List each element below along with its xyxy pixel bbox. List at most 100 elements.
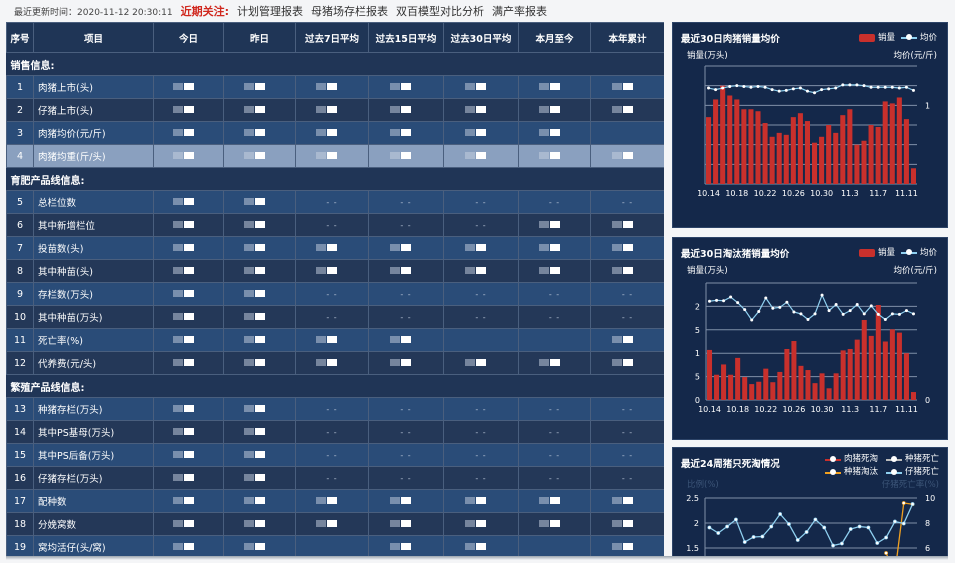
value-text: - - <box>548 427 561 437</box>
table-row[interactable]: 4 肉猪均重(斤/头) <box>6 144 664 168</box>
masked-value <box>183 312 194 320</box>
masked-value <box>622 82 633 90</box>
masked-value <box>254 151 265 159</box>
value-text: - - <box>548 473 561 483</box>
table-row[interactable]: 14 其中PS基母(万头) - - - - - - - - - - <box>6 420 664 444</box>
table-row[interactable]: 17 配种数 <box>6 489 664 513</box>
masked-value <box>476 542 486 550</box>
table-row[interactable]: 16 仔猪存栏(万头) - - - - - - - - - - <box>6 466 664 490</box>
table-row[interactable]: 18 分娩窝数 <box>6 512 664 536</box>
table-row[interactable]: 7 投苗数(头) <box>6 236 664 260</box>
table-row[interactable]: 8 其中种苗(头) <box>6 259 664 283</box>
row-item: 其中新增栏位 <box>33 213 154 237</box>
legend-line[interactable]: 均价 <box>900 246 937 258</box>
value-cell <box>368 259 444 283</box>
legend-bar[interactable]: 销量 <box>858 31 895 43</box>
value-cell: - - <box>295 190 369 214</box>
value-cell <box>153 489 224 513</box>
table-row[interactable]: 15 其中PS后备(万头) - - - - - - - - - - <box>6 443 664 467</box>
y-axis-title: 销量(万头) <box>687 266 728 276</box>
legend-item[interactable]: 仔猪死亡 <box>885 467 939 478</box>
table-row[interactable]: 19 窝均活仔(头/窝) <box>6 535 664 558</box>
value-cell <box>368 236 444 260</box>
legend-item[interactable]: 种猪死亡 <box>885 454 939 465</box>
table-row[interactable]: 2 仔猪上市(头) <box>6 98 664 122</box>
table-row[interactable]: 1 肉猪上市(头) <box>6 75 664 99</box>
masked-value <box>622 220 633 228</box>
chart-legend[interactable]: 肉猪死淘 种猪死亡 种猪淘汰 仔猪死亡 <box>824 454 939 478</box>
bar <box>735 357 741 400</box>
bottom-shadow <box>6 556 948 560</box>
value-cell: - - <box>368 213 444 237</box>
masked-value <box>327 358 337 366</box>
value-cell <box>223 420 296 444</box>
series-point <box>769 524 774 529</box>
value-text: - - <box>621 312 634 322</box>
row-number: 14 <box>6 420 34 444</box>
price-point <box>841 83 845 87</box>
price-point <box>897 312 901 316</box>
legend-line[interactable]: 均价 <box>900 31 937 43</box>
legend-item[interactable]: 肉猪死淘 <box>824 454 878 465</box>
table-row[interactable]: 9 存栏数(万头) - - - - - - - - - - <box>6 282 664 306</box>
value-cell <box>223 443 296 467</box>
price-point <box>763 85 767 89</box>
value-cell <box>590 98 664 122</box>
value-cell <box>223 397 296 421</box>
series-point <box>910 502 915 506</box>
row-item: 其中PS后备(万头) <box>33 443 154 467</box>
bar <box>833 373 839 400</box>
chart-legend[interactable]: 销量 均价 <box>858 31 937 43</box>
kpi-table-container: 序号 项目 今日 昨日 过去7日平均 过去15日平均 过去30日平均 本月至今 本年累计 销售信… <box>6 22 664 558</box>
series-point <box>778 512 782 516</box>
value-cell <box>223 213 296 237</box>
value-cell: - - <box>518 466 591 490</box>
table-row[interactable]: 10 其中种苗(万头) - - - - - - - - - - <box>6 305 664 329</box>
table-row[interactable]: 6 其中新增栏位 - - - - - - <box>6 213 664 237</box>
bar <box>770 382 776 400</box>
masked-value <box>549 266 560 274</box>
masked-value <box>401 519 411 527</box>
masked-value <box>254 496 265 504</box>
link-sow-farm-report[interactable]: 母猪场存栏报表 <box>311 5 389 18</box>
link-model-compare[interactable]: 双百模型对比分析 <box>396 5 485 18</box>
table-row[interactable]: 3 肉猪均价(元/斤) <box>6 121 664 145</box>
legend-bar[interactable]: 销量 <box>858 246 895 258</box>
bar <box>755 111 761 184</box>
value-cell <box>153 397 224 421</box>
masked-value <box>476 266 486 274</box>
value-cell <box>368 489 444 513</box>
focus-label: 近期关注: <box>180 5 230 18</box>
bar <box>777 371 783 400</box>
value-text: - - <box>400 450 412 460</box>
table-row[interactable]: 13 种猪存栏(万头) - - - - - - - - - - <box>6 397 664 421</box>
y-tick-label: 2 <box>695 302 700 311</box>
legend-item[interactable]: 种猪淘汰 <box>824 467 878 478</box>
table-row[interactable]: 11 死亡率(%) <box>6 328 664 352</box>
bar <box>727 95 733 184</box>
series-point <box>760 534 765 539</box>
row-number: 15 <box>6 443 34 467</box>
link-plan-report[interactable]: 计划管理报表 <box>237 5 304 18</box>
series-point <box>716 531 721 535</box>
bar <box>903 353 909 400</box>
masked-value <box>183 473 194 481</box>
bar <box>847 109 853 184</box>
series-point <box>725 524 729 529</box>
value-cell <box>153 144 224 168</box>
table-row[interactable]: 5 总栏位数 - - - - - - - - - - <box>6 190 664 214</box>
value-cell <box>443 236 519 260</box>
row-item: 仔猪上市(头) <box>33 98 154 122</box>
link-full-capacity-report[interactable]: 满产率报表 <box>492 5 548 18</box>
masked-value <box>327 151 337 159</box>
table-row[interactable]: 12 代养费(元/头) <box>6 351 664 375</box>
y2-axis-title: 均价(元/斤) <box>893 51 938 61</box>
y-tick-label: 0 <box>695 396 700 405</box>
row-number: 10 <box>6 305 34 329</box>
masked-value <box>183 289 194 297</box>
price-point <box>728 84 732 88</box>
legend-label: 销量 <box>877 33 895 43</box>
bar <box>769 136 775 184</box>
legend-label: 肉猪死淘 <box>843 454 878 464</box>
chart-legend[interactable]: 销量 均价 <box>858 246 937 258</box>
